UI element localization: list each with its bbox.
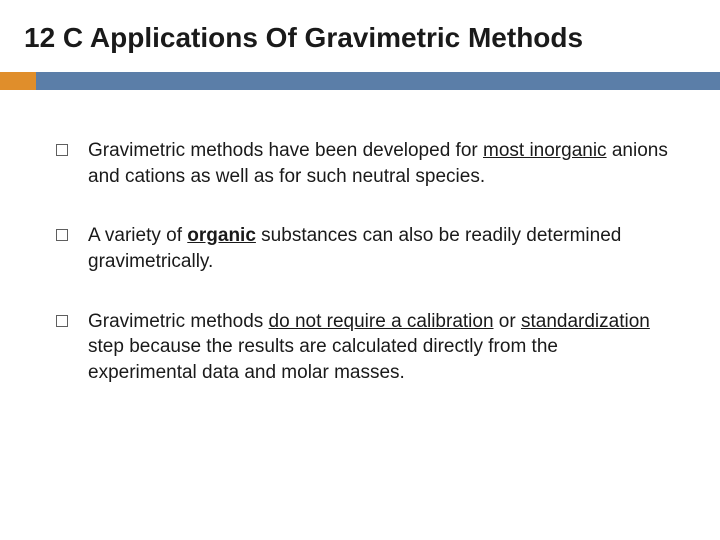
square-bullet-icon	[56, 229, 68, 241]
text-run-underlined: most inorganic	[483, 140, 607, 161]
square-bullet-icon	[56, 315, 68, 327]
list-item: Gravimetric methods have been developed …	[56, 138, 672, 189]
text-run-underlined-bold: organic	[187, 225, 256, 246]
text-run: Gravimetric methods have been developed …	[88, 140, 483, 161]
list-item: Gravimetric methods do not require a cal…	[56, 309, 672, 386]
slide-title: 12 C Applications Of Gravimetric Methods	[24, 22, 696, 54]
divider-bar	[36, 72, 720, 90]
text-run: A variety of	[88, 225, 187, 246]
slide: 12 C Applications Of Gravimetric Methods…	[0, 0, 720, 540]
text-run-underlined: standardization	[521, 311, 650, 332]
bullet-text: A variety of organic substances can also…	[88, 223, 672, 274]
text-run: or	[494, 311, 521, 332]
bullet-text: Gravimetric methods have been developed …	[88, 138, 672, 189]
text-run: Gravimetric methods	[88, 311, 269, 332]
bullet-text: Gravimetric methods do not require a cal…	[88, 309, 672, 386]
text-run: step because the results are calculated …	[88, 336, 558, 383]
square-bullet-icon	[56, 144, 68, 156]
body: Gravimetric methods have been developed …	[56, 138, 672, 419]
accent-bar	[0, 72, 36, 90]
list-item: A variety of organic substances can also…	[56, 223, 672, 274]
text-run-underlined: do not require a calibration	[269, 311, 494, 332]
